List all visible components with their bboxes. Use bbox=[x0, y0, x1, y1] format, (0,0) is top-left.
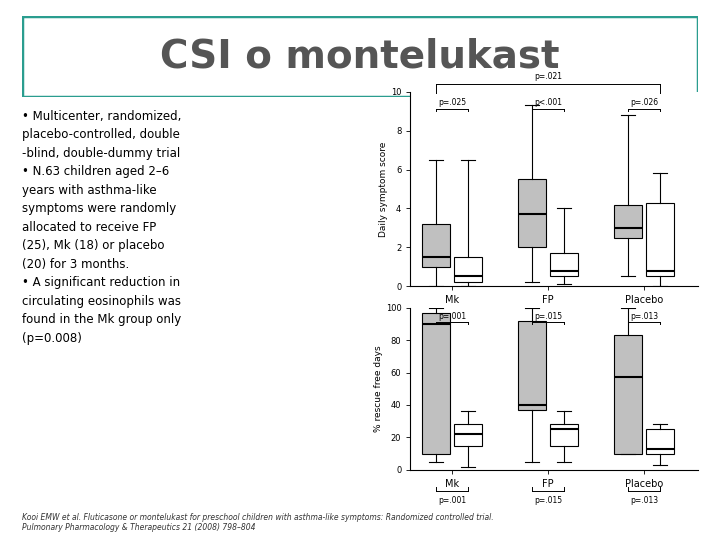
PathPatch shape bbox=[423, 224, 449, 267]
Text: p=.015: p=.015 bbox=[534, 496, 562, 505]
PathPatch shape bbox=[550, 424, 577, 445]
Text: CSI o montelukast: CSI o montelukast bbox=[161, 38, 559, 76]
PathPatch shape bbox=[614, 205, 642, 238]
Y-axis label: Daily symptom score: Daily symptom score bbox=[379, 141, 388, 237]
Text: p<.001: p<.001 bbox=[534, 98, 562, 107]
PathPatch shape bbox=[454, 424, 482, 445]
FancyBboxPatch shape bbox=[22, 16, 698, 97]
PathPatch shape bbox=[614, 335, 642, 454]
Text: p=.001: p=.001 bbox=[438, 496, 466, 505]
Y-axis label: % rescue free days: % rescue free days bbox=[374, 346, 383, 432]
Text: p=.001: p=.001 bbox=[438, 312, 466, 321]
PathPatch shape bbox=[647, 429, 674, 454]
PathPatch shape bbox=[647, 202, 674, 276]
PathPatch shape bbox=[454, 257, 482, 282]
Text: p=.021: p=.021 bbox=[534, 72, 562, 81]
Text: p=.025: p=.025 bbox=[438, 98, 466, 107]
PathPatch shape bbox=[423, 313, 449, 454]
Text: p=.015: p=.015 bbox=[534, 312, 562, 321]
PathPatch shape bbox=[518, 321, 546, 410]
PathPatch shape bbox=[550, 253, 577, 276]
PathPatch shape bbox=[518, 179, 546, 247]
Text: Kooi EMW et al. Fluticasone or montelukast for preschool children with asthma-li: Kooi EMW et al. Fluticasone or monteluka… bbox=[22, 512, 493, 532]
Text: p=.013: p=.013 bbox=[630, 496, 658, 505]
Text: • Multicenter, randomized,
placebo-controlled, double
-blind, double-dummy trial: • Multicenter, randomized, placebo-contr… bbox=[22, 110, 181, 345]
Text: p=.026: p=.026 bbox=[630, 98, 658, 107]
Text: p=.013: p=.013 bbox=[630, 312, 658, 321]
